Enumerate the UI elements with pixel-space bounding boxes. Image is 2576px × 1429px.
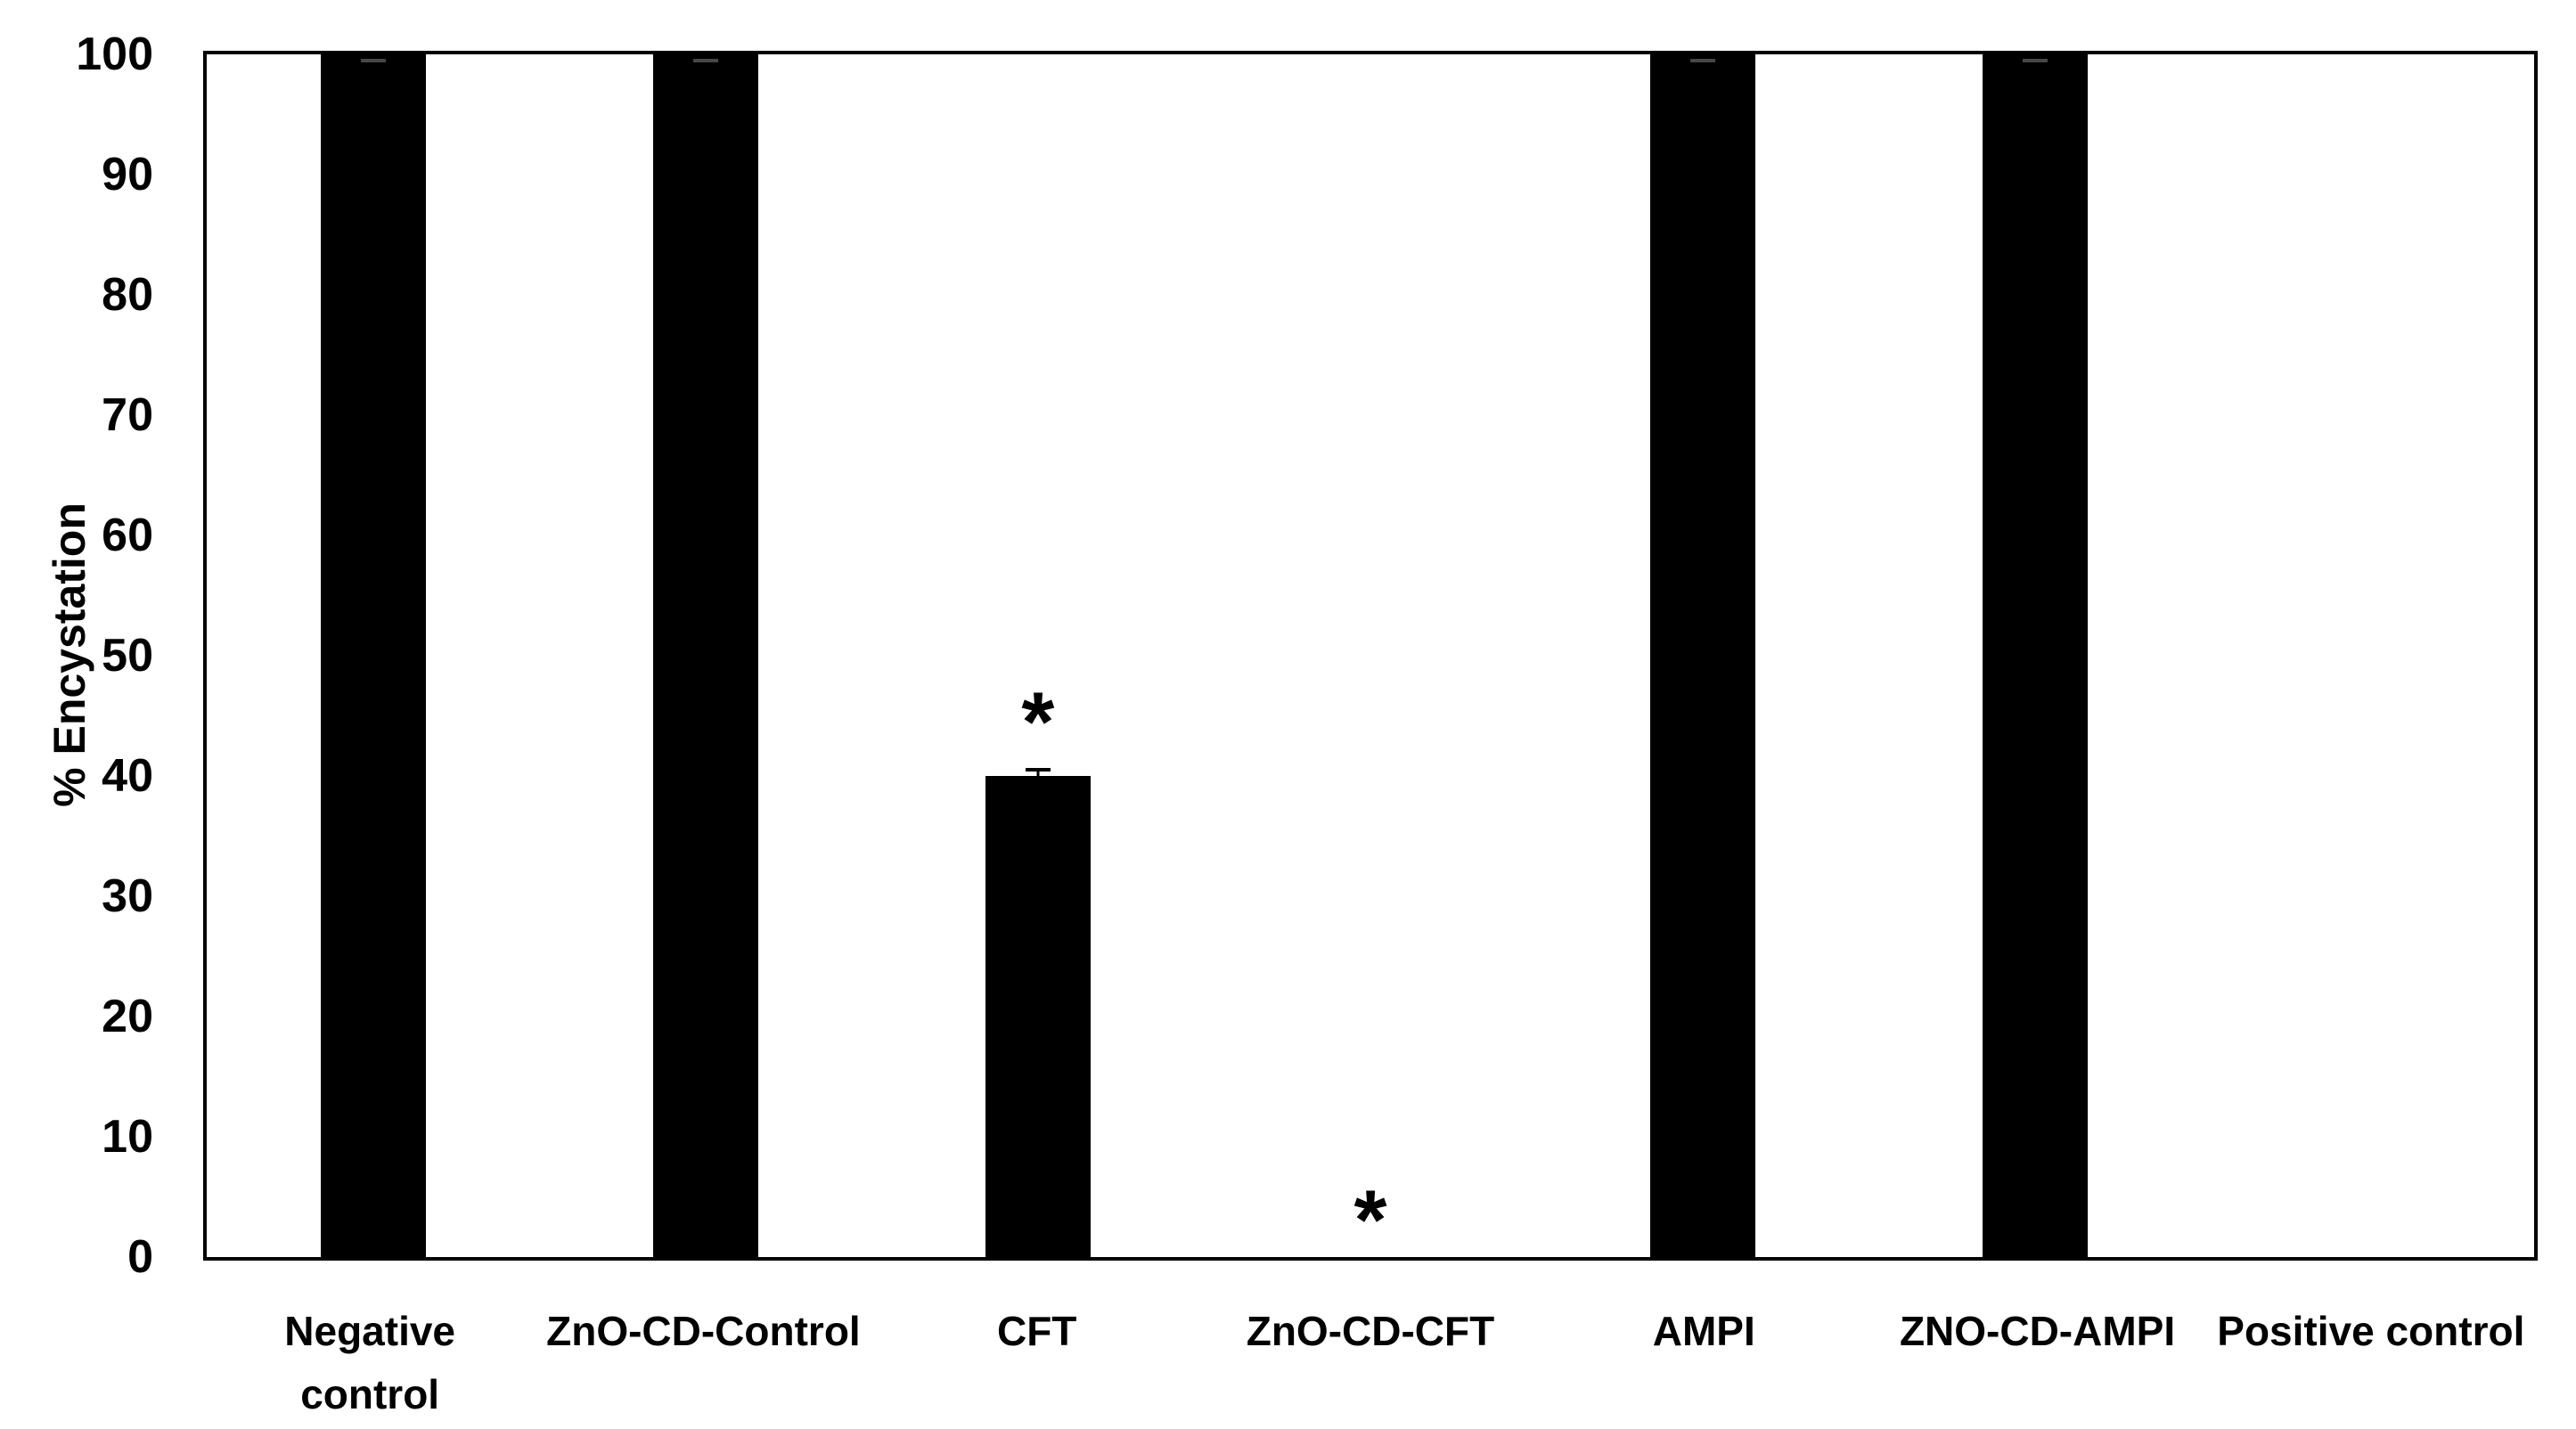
y-tick-label-100: 100 [76,29,153,80]
bar-cft [985,776,1091,1257]
y-tick-label-60: 60 [102,510,153,561]
y-tick-label-0: 0 [127,1231,153,1283]
y-tick-label-80: 80 [102,269,153,321]
x-category-label-negative-control: Negative control [284,1308,456,1418]
bar-zno-cd-control [652,54,758,1257]
y-tick-label-30: 30 [102,870,153,922]
x-category-label-positive-control: Positive control [2217,1308,2525,1354]
bar-negative-control [320,54,426,1257]
x-category-label-ampi: AMPI [1652,1308,1755,1354]
plot-area: * * [203,51,2538,1262]
y-tick-label-50: 50 [102,630,153,682]
significance-asterisk: * [1021,674,1055,770]
y-tick-label-20: 20 [102,991,153,1042]
error-bar-stem [1036,771,1040,783]
y-tick-label-10: 10 [102,1111,153,1163]
y-axis-tick-labels: 0 10 20 30 40 50 60 70 80 90 100 [0,0,153,1429]
error-bar-cap [1025,767,1051,772]
x-category-label-zno-cd-control: ZnO-CD-Control [546,1308,861,1354]
error-bar-cap [1690,59,1716,63]
x-category-label-cft: CFT [996,1308,1077,1354]
x-category-label-zno-cd-cft: ZnO-CD-CFT [1246,1308,1495,1354]
y-tick-label-70: 70 [102,389,153,441]
x-axis-category-labels: Negative control ZnO-CD-Control CFT ZnO-CD-… [203,1300,2538,1427]
error-bar-cap [692,59,718,63]
bar-ampi [1650,54,1756,1257]
x-category-label-zno-cd-ampi: ZNO-CD-AMPI [1899,1308,2176,1354]
error-bar-cap [360,59,386,63]
bar-zno-cd-ampi [1983,54,2089,1257]
y-tick-label-40: 40 [102,750,153,802]
plot-inner: * * [207,54,2534,1262]
y-tick-label-90: 90 [102,149,153,200]
error-bar-cap [2023,59,2049,63]
significance-asterisk: * [1353,1172,1387,1268]
